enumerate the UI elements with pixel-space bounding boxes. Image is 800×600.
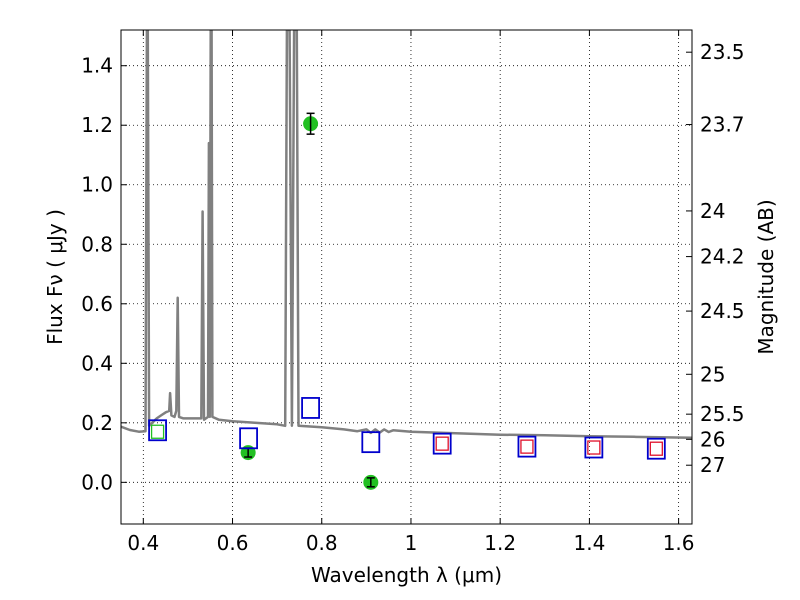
x-tick-label: 0.4: [127, 531, 159, 555]
y2-tick-label: 24.2: [700, 245, 745, 269]
spectrum-line: [121, 30, 692, 439]
y2-tick-label: 26: [700, 427, 725, 451]
x-tick-label: 1.6: [663, 531, 695, 555]
y2-tick-label: 24: [700, 199, 725, 223]
model-red-marker: [435, 436, 449, 451]
model-blue-marker: [148, 419, 167, 442]
y2-tick-label: 24.5: [700, 299, 745, 323]
y-tick-label: 1.0: [81, 173, 113, 197]
y-tick-label: 0.4: [81, 351, 113, 375]
y-axis-label: Flux Fν ( μJy ): [43, 209, 67, 345]
x-tick-label: 0.6: [217, 531, 249, 555]
y2-tick-label: 25.5: [700, 402, 745, 426]
model-blue-marker: [517, 435, 537, 458]
grid-lines: [121, 30, 692, 524]
model-blue-marker: [646, 437, 666, 460]
y2-axis-label: Magnitude (AB): [754, 199, 778, 354]
y-tick-label: 0.0: [81, 470, 113, 494]
y2-tick-label: 23.5: [700, 40, 745, 64]
y-tick-label: 0.8: [81, 232, 113, 256]
model-red-marker: [520, 439, 534, 454]
plot-frame: [120, 29, 693, 525]
model-red-marker: [649, 441, 663, 456]
y2-tick-label: 23.7: [700, 113, 745, 137]
model-blue-marker: [239, 427, 258, 450]
y-tick-label: 0.2: [81, 411, 113, 435]
model-red-marker: [587, 440, 601, 455]
model-blue-marker: [301, 397, 320, 419]
x-tick-label: 1.2: [484, 531, 516, 555]
x-tick-label: 0.8: [306, 531, 338, 555]
y-tick-label: 1.4: [81, 54, 113, 78]
y2-tick-label: 27: [700, 453, 725, 477]
green-square-marker: [150, 424, 165, 439]
y2-tick-label: 25: [700, 362, 725, 386]
x-tick-label: 1.4: [573, 531, 605, 555]
y-tick-label: 1.2: [81, 113, 113, 137]
axis-ticks: 0.4 0.6 0.8 1 1.2 1.4 1.6 0.0 0.2 0.4 0.6 0.8 1.0 1.2…: [81, 30, 745, 555]
model-blue-marker: [584, 436, 604, 459]
x-tick-label: 1: [405, 531, 418, 555]
y-tick-label: 0.6: [81, 292, 113, 316]
model-blue-marker: [432, 432, 452, 455]
plot-data: [121, 30, 692, 490]
x-axis-label: Wavelength λ (μm): [311, 563, 502, 587]
model-blue-marker: [361, 431, 381, 454]
